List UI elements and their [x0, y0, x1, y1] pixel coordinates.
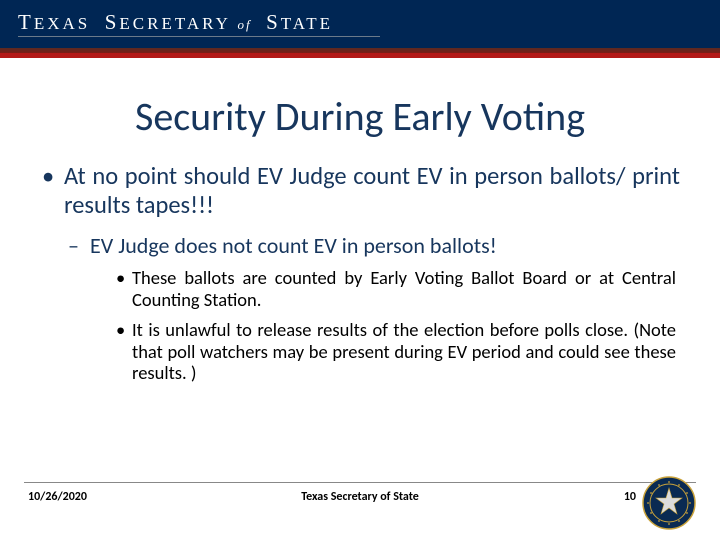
footer: 10/26/2020 Texas Secretary of State 10 — [24, 482, 696, 522]
bullet-level-3b: It is unlawful to release results of the… — [40, 319, 680, 384]
footer-line — [24, 482, 696, 483]
bullet-level-2: EV Judge does not count EV in person bal… — [40, 233, 680, 259]
header-underline — [18, 36, 380, 37]
slide-title: Security During Early Voting — [0, 92, 720, 141]
state-seal-icon — [642, 476, 696, 530]
header-red-bar — [0, 53, 720, 58]
footer-center: Texas Secretary of State — [24, 490, 696, 504]
bullet-level-3a: These ballots are counted by Early Votin… — [40, 267, 680, 311]
header-texas: EXAS — [34, 14, 90, 33]
bullet-level-1: At no point should EV Judge count EV in … — [40, 162, 680, 221]
header-bar: TEXAS SECRETARY of STATE — [0, 0, 720, 58]
footer-page: 10 — [624, 490, 636, 504]
header-org-text: TEXAS SECRETARY of STATE — [18, 10, 333, 35]
content-area: At no point should EV Judge count EV in … — [40, 162, 680, 384]
header-of: of — [237, 17, 251, 32]
